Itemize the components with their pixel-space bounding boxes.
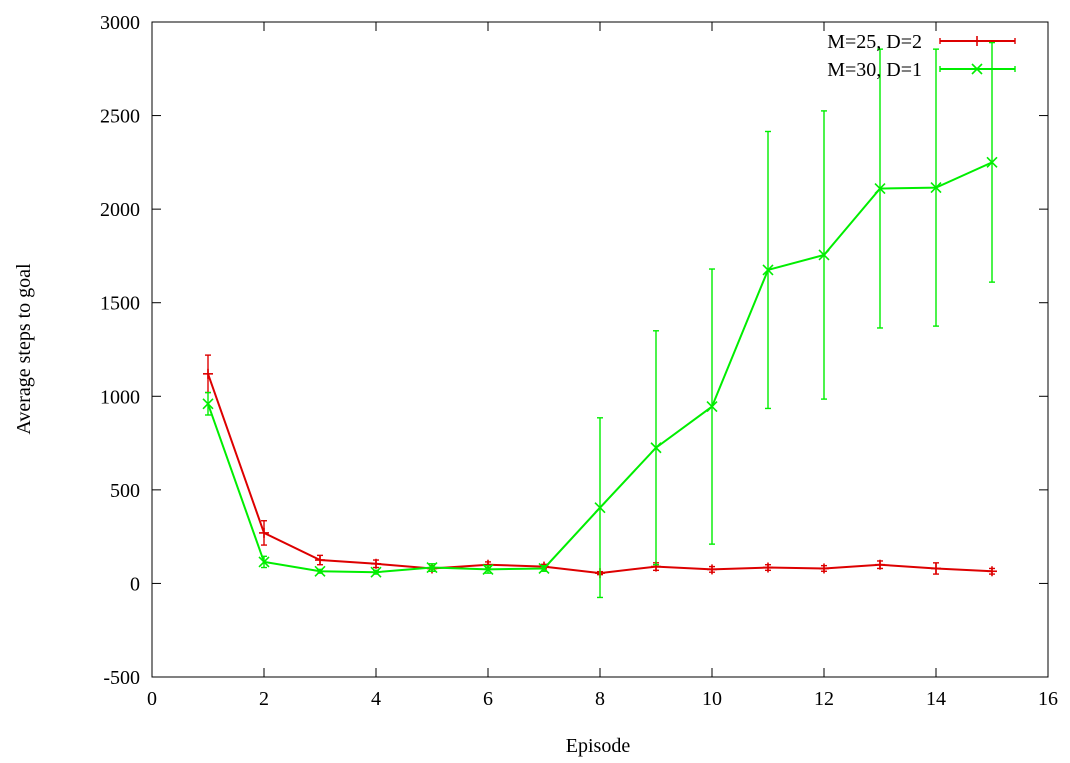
x-tick-label: 16: [1038, 688, 1058, 710]
y-tick-label: 500: [110, 480, 140, 502]
data-point: [986, 156, 998, 168]
data-point: [371, 558, 381, 569]
data-point: [762, 264, 774, 276]
data-point: [202, 398, 214, 410]
y-tick-label: 1000: [100, 386, 140, 408]
data-point: [538, 562, 550, 575]
marker-cross-b: [930, 182, 942, 194]
x-axis-label: Episode: [566, 735, 631, 757]
y-tick-label: 2000: [100, 199, 140, 221]
data-point: [482, 563, 494, 575]
legend: M=25, D=2 M=30, D=1: [827, 31, 1016, 81]
tick-marks: [151, 21, 1049, 678]
marker-cross-b: [314, 565, 326, 577]
legend-label: M=30, D=1: [827, 59, 922, 81]
marker-cross-b: [762, 264, 774, 276]
legend-marker: [971, 63, 983, 75]
y-axis-label: Average steps to goal: [13, 263, 35, 435]
legend-label: M=25, D=2: [827, 31, 922, 53]
data-point: [314, 565, 326, 577]
data-point: [874, 182, 886, 195]
data-point: [203, 368, 213, 379]
data-point: [315, 555, 325, 566]
data-point: [370, 566, 382, 578]
series-layer: [202, 41, 998, 599]
y-tick-label: -500: [103, 667, 140, 689]
data-point: [931, 563, 941, 574]
x-tick-label: 6: [483, 688, 493, 710]
marker-cross-b: [706, 401, 718, 413]
tick-labels: 0 2 4 6 8 10 12 14 16 -500 0 500 1000 1500 2000 2500 300…: [100, 12, 1058, 710]
data-point: [426, 561, 438, 574]
marker-cross-b: [650, 442, 662, 454]
data-point: [819, 563, 829, 574]
data-point: [259, 527, 269, 538]
data-point: [258, 556, 270, 568]
data-point: [594, 502, 606, 514]
data-point: [930, 182, 942, 194]
x-tick-label: 8: [595, 688, 605, 710]
legend-item-2: M=30, D=1: [827, 59, 1016, 81]
x-tick-label: 2: [259, 688, 269, 710]
data-point: [706, 401, 718, 413]
x-tick-label: 4: [371, 688, 381, 710]
series-2: [202, 41, 998, 599]
x-tick-label: 10: [702, 688, 722, 710]
data-point: [818, 249, 830, 261]
x-tick-label: 14: [926, 688, 946, 710]
marker-cross-b: [370, 566, 382, 578]
data-point: [763, 562, 773, 573]
data-point: [707, 564, 717, 575]
marker-cross-b: [258, 556, 270, 568]
x-tick-label: 0: [147, 688, 157, 710]
marker-cross-b: [818, 249, 830, 261]
marker-cross-b: [202, 398, 214, 410]
marker-cross-b: [594, 502, 606, 514]
marker-cross-b: [426, 561, 438, 574]
marker-cross-b: [538, 562, 550, 575]
marker-cross-b: [986, 156, 998, 168]
marker-cross-b: [482, 563, 494, 575]
y-tick-label: 1500: [100, 293, 140, 315]
legend-marker: [972, 36, 982, 46]
y-tick-label: 2500: [100, 106, 140, 128]
data-point: [875, 559, 885, 570]
x-tick-label: 12: [814, 688, 834, 710]
marker-cross-b: [874, 182, 886, 195]
y-tick-label: 0: [130, 573, 140, 595]
data-point: [650, 442, 662, 454]
marker-cross-b: [971, 63, 983, 75]
data-point: [987, 566, 997, 577]
y-tick-label: 3000: [100, 12, 140, 34]
legend-item-1: M=25, D=2: [827, 31, 1016, 53]
